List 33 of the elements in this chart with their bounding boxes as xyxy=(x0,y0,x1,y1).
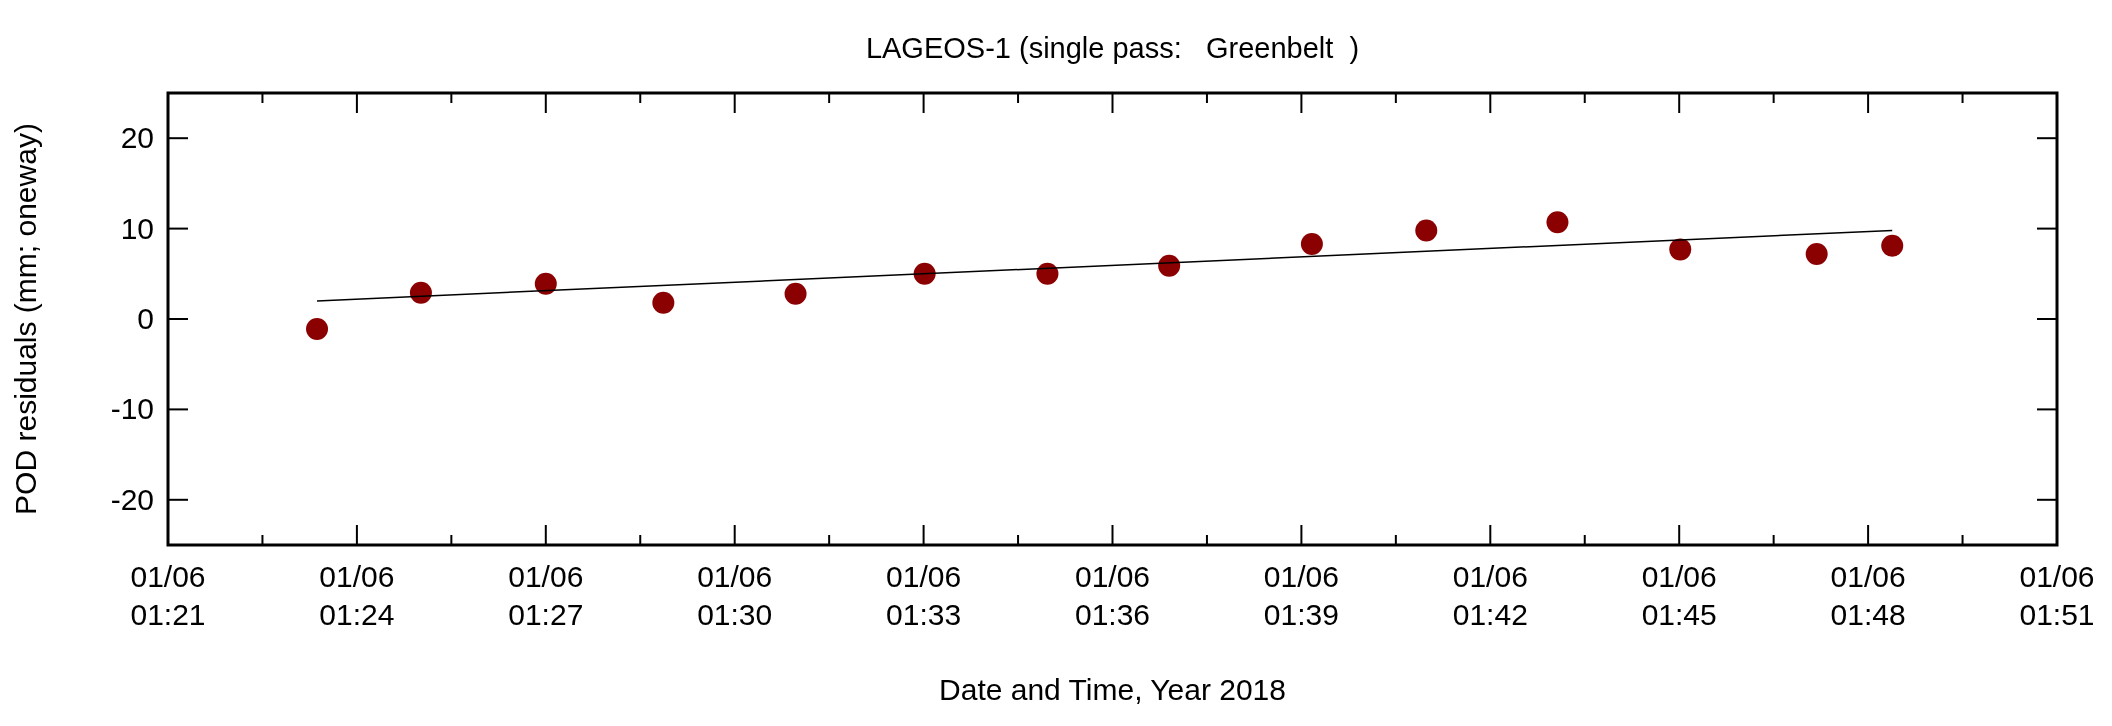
x-tick-label: 01/06 01:27 xyxy=(508,560,584,631)
x-tick-label: 01/06 01:21 xyxy=(130,560,206,631)
point xyxy=(1546,211,1569,234)
y-tick-label: 10 xyxy=(120,211,154,245)
point xyxy=(913,262,936,285)
y-axis-title: POD residuals (mm; oneway) xyxy=(9,123,42,515)
y-tick-label: -10 xyxy=(110,392,154,426)
x-tick-label: 01/06 01:30 xyxy=(697,560,773,631)
point xyxy=(1805,242,1828,265)
x-tick-label: 01/06 01:42 xyxy=(1452,560,1528,631)
y-tick-label: -20 xyxy=(110,482,154,516)
x-tick-label: 01/06 01:33 xyxy=(886,560,962,631)
point xyxy=(652,291,675,314)
x-tick-label: 01/06 01:24 xyxy=(319,560,395,631)
point xyxy=(306,317,329,340)
x-axis-title: Date and Time, Year 2018 xyxy=(939,673,1286,706)
chart-title: LAGEOS-1 (single pass: Greenbelt ) xyxy=(865,32,1360,64)
x-tick-label: 01/06 01:36 xyxy=(1074,560,1151,631)
y-tick-label: 0 xyxy=(137,302,154,335)
point xyxy=(1669,238,1692,261)
x-tick-label: 01/06 01:48 xyxy=(1830,560,1906,631)
point xyxy=(534,272,557,295)
x-tick-label: 01/06 01:39 xyxy=(1263,560,1339,631)
point xyxy=(1415,219,1438,242)
point xyxy=(784,282,807,305)
point xyxy=(1881,234,1904,257)
y-tick-label: 20 xyxy=(120,121,154,155)
point xyxy=(1036,262,1059,285)
x-tick-label: 01/06 01:51 xyxy=(2019,560,2095,631)
point xyxy=(1158,254,1181,277)
point xyxy=(1300,232,1323,255)
point xyxy=(409,281,432,304)
x-tick-label: 01/06 01:45 xyxy=(1641,560,1717,631)
